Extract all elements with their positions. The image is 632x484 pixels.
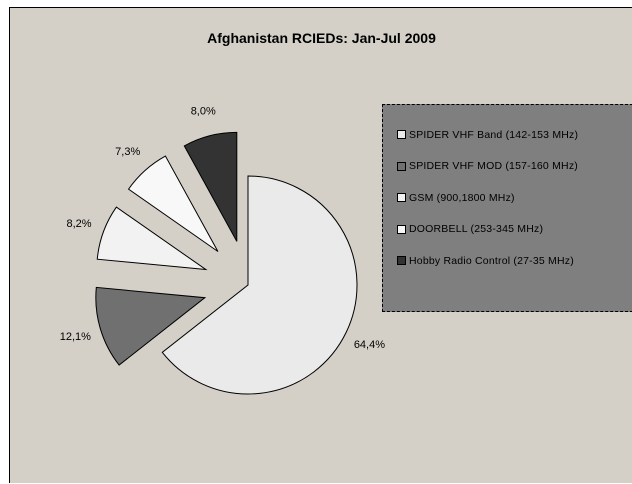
slice-data-label: 8,2% — [66, 218, 91, 230]
legend-item: SPIDER VHF Band (142-153 MHz) — [383, 119, 632, 151]
legend: SPIDER VHF Band (142-153 MHz) SPIDER VHF… — [382, 104, 632, 312]
legend-swatch — [397, 224, 406, 234]
legend-label: SPIDER VHF MOD (157-160 MHz) — [409, 160, 578, 173]
pie-slice — [95, 286, 207, 366]
pie-slice — [127, 155, 219, 252]
pie-slice — [183, 131, 238, 242]
pie-chart: 64,4% 12,1% 8,2% 7,3% 8,0% — [60, 106, 385, 395]
legend-label: DOORBELL (253-345 MHz) — [409, 223, 544, 236]
slice-data-label: 8,0% — [191, 106, 216, 118]
chart-title: Afghanistan RCIEDs: Jan-Jul 2009 — [207, 30, 436, 46]
legend-item: GSM (900,1800 MHz) — [383, 182, 632, 214]
legend-item: Hobby Radio Control (27-35 MHz) — [383, 245, 632, 277]
legend-item: SPIDER VHF MOD (157-160 MHz) — [383, 151, 632, 183]
legend-label: SPIDER VHF Band (142-153 MHz) — [409, 128, 579, 141]
legend-item: DOORBELL (253-345 MHz) — [383, 214, 632, 246]
legend-swatch — [397, 130, 406, 140]
legend-swatch — [397, 256, 406, 266]
pie-slice — [161, 175, 358, 395]
legend-label: GSM (900,1800 MHz) — [409, 191, 515, 204]
legend-label: Hobby Radio Control (27-35 MHz) — [409, 254, 574, 267]
slice-data-label: 64,4% — [354, 339, 385, 351]
pie-slice — [96, 206, 208, 271]
slice-data-label: 7,3% — [115, 146, 140, 158]
chart-area: Afghanistan RCIEDs: Jan-Jul 2009 64,4% 12… — [9, 7, 632, 483]
legend-swatch — [397, 193, 406, 203]
slice-data-label: 12,1% — [60, 331, 91, 343]
legend-swatch — [397, 161, 406, 171]
